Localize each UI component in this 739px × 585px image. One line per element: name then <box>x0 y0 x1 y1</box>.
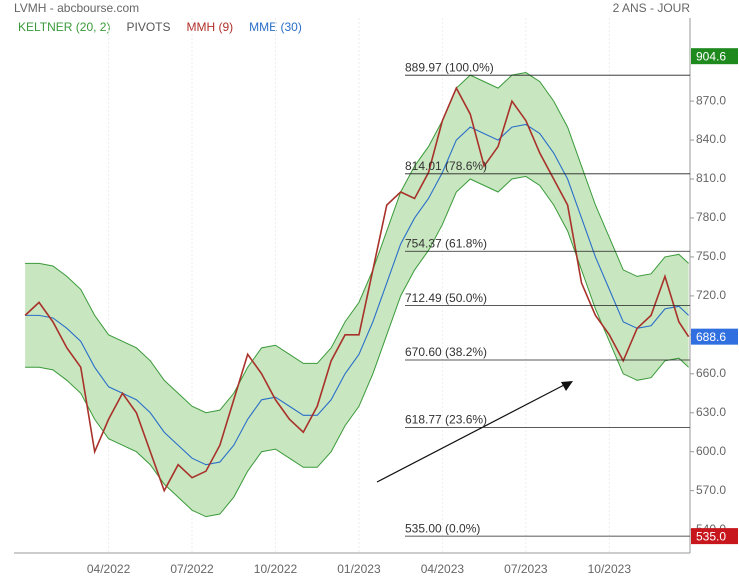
keltner-upper <box>25 72 689 414</box>
fib-label: 535.00 (0.0%) <box>405 521 480 535</box>
arrow-line <box>376 383 567 483</box>
price-tag <box>691 48 738 65</box>
x-tick-label: 07/2022 <box>170 562 214 576</box>
price-tag-label: 535.0 <box>696 529 726 543</box>
legend-entry: PIVOTS <box>126 20 170 34</box>
y-tick-label: 750.0 <box>696 249 726 263</box>
y-tick-label: 870.0 <box>696 93 726 107</box>
price-tag <box>691 528 738 545</box>
price-tag-label: 904.6 <box>696 49 726 63</box>
x-tick-label: 04/2022 <box>87 562 131 576</box>
fib-label: 754.37 (61.8%) <box>405 236 487 250</box>
x-tick-label: 01/2023 <box>337 562 381 576</box>
x-tick-label: 10/2023 <box>588 562 632 576</box>
series-line <box>25 123 689 466</box>
chart-title: LVMH - abcbourse.com <box>14 1 139 15</box>
plot-area: 04/2022 07/2022 10/2022 01/2023 04/2023 07/20… <box>14 18 738 576</box>
fib-label: 618.77 (23.6%) <box>405 413 487 427</box>
arrow-head <box>561 381 573 391</box>
y-tick-label: 660.0 <box>696 366 726 380</box>
y-tick-label: 570.0 <box>696 483 726 497</box>
legend: KELTNER (20, 2) PIVOTS MMH (9) MME (30) <box>18 20 302 34</box>
keltner-lower <box>25 175 689 518</box>
legend-entry: KELTNER (20, 2) <box>18 20 110 34</box>
series-line <box>24 86 690 493</box>
y-tick-label: 780.0 <box>696 210 726 224</box>
fib-label: 889.97 (100.0%) <box>405 60 494 74</box>
x-tick-label: 04/2023 <box>421 562 465 576</box>
y-tick-label: 600.0 <box>696 444 726 458</box>
chart-subtitle: 2 ANS - JOUR <box>613 1 691 15</box>
y-tick-label: 720.0 <box>696 288 726 302</box>
fib-label: 814.01 (78.6%) <box>405 159 487 173</box>
y-tick-label: 840.0 <box>696 132 726 146</box>
x-tick-label: 10/2022 <box>254 562 298 576</box>
y-tick-label: 810.0 <box>696 171 726 185</box>
y-tick-label: 630.0 <box>696 405 726 419</box>
fib-label: 670.60 (38.2%) <box>405 345 487 359</box>
legend-entry: MMH (9) <box>187 20 234 34</box>
price-tag <box>691 328 738 345</box>
price-tag-label: 688.6 <box>696 330 726 344</box>
x-tick-label: 07/2023 <box>504 562 548 576</box>
fib-label: 712.49 (50.0%) <box>405 291 487 305</box>
